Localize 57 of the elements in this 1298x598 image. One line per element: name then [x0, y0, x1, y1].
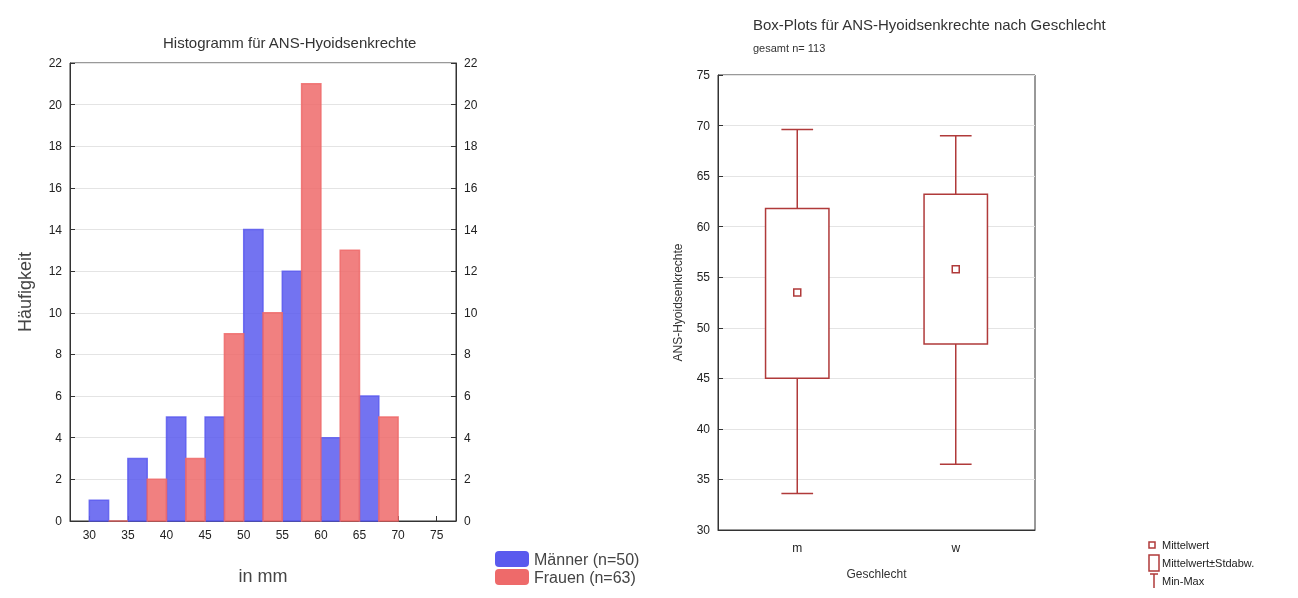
x-tick-label: 40: [159, 528, 174, 542]
y-tick-label: 35: [696, 472, 711, 487]
chart-subtitle: gesamt n= 113: [753, 41, 826, 54]
y-tick-label: 16: [48, 180, 63, 195]
y-tick-label: 40: [696, 421, 711, 436]
y2-tick-label: 8: [464, 347, 471, 362]
y-tick-label: 75: [696, 68, 711, 82]
x-tick-label: 75: [430, 528, 444, 542]
y2-tick-label: 14: [464, 222, 478, 237]
x-tick-label: m: [792, 541, 803, 555]
y-tick-label: 12: [48, 264, 63, 279]
y-tick-label: 70: [696, 118, 711, 133]
y-axis-title: Häufigkeit: [15, 251, 35, 333]
y-tick-label: 18: [48, 139, 63, 154]
y2-tick-label: 4: [464, 430, 471, 445]
x-tick-label: 35: [121, 528, 135, 542]
chart-title: Box-Plots für ANS-Hyoidsenkrechte nach Geschlecht: [753, 16, 1107, 33]
x-tick-label: w: [950, 541, 961, 555]
y2-tick-label: 16: [464, 180, 478, 195]
y-tick-label: 22: [48, 56, 63, 70]
y-tick-label: 0: [55, 514, 63, 528]
x-tick-label: 60: [314, 528, 328, 542]
x-axis-title: in mm: [238, 566, 288, 586]
y-tick-label: 60: [696, 219, 711, 234]
y-tick-label: 55: [696, 270, 711, 285]
y-tick-label: 4: [55, 430, 63, 445]
y-tick-label: 65: [696, 169, 711, 184]
x-tick-label: 30: [82, 528, 97, 542]
y-tick-label: 8: [55, 347, 63, 362]
chart-title: Histogramm für ANS-Hyoidsenkrechte: [163, 34, 417, 51]
legend-label: Männer (n=50): [534, 550, 640, 568]
x-tick-label: 65: [352, 528, 367, 542]
legend-label: Frauen (n=63): [534, 568, 636, 586]
y2-tick-label: 10: [464, 305, 478, 320]
y-axis-title: ANS-Hyoidsenkrechte: [671, 243, 685, 362]
text: Mittelwert: [1162, 539, 1210, 551]
y2-tick-label: 2: [464, 472, 471, 487]
y2-tick-label: 0: [464, 514, 471, 528]
y-tick-label: 6: [55, 389, 63, 404]
y-tick-label: 20: [48, 97, 63, 112]
y-tick-label: 10: [48, 305, 63, 320]
x-axis-title: Geschlecht: [846, 567, 908, 581]
y-tick-label: 45: [696, 371, 711, 386]
x-tick-label: 50: [237, 528, 251, 542]
x-tick-label: 70: [391, 528, 406, 542]
text: Min-Max: [1162, 575, 1205, 587]
y2-tick-label: 20: [464, 97, 478, 112]
x-tick-label: 45: [198, 528, 213, 542]
y-tick-label: 50: [696, 320, 711, 335]
y2-tick-label: 6: [464, 389, 471, 404]
y2-tick-label: 12: [464, 264, 478, 279]
x-tick-label: 55: [275, 528, 290, 542]
text: Mittelwert±Stdabw.: [1162, 557, 1255, 569]
y2-tick-label: 18: [464, 139, 478, 154]
y-tick-label: 14: [48, 222, 63, 237]
y-tick-label: 2: [55, 472, 63, 487]
y2-tick-label: 22: [464, 56, 478, 70]
